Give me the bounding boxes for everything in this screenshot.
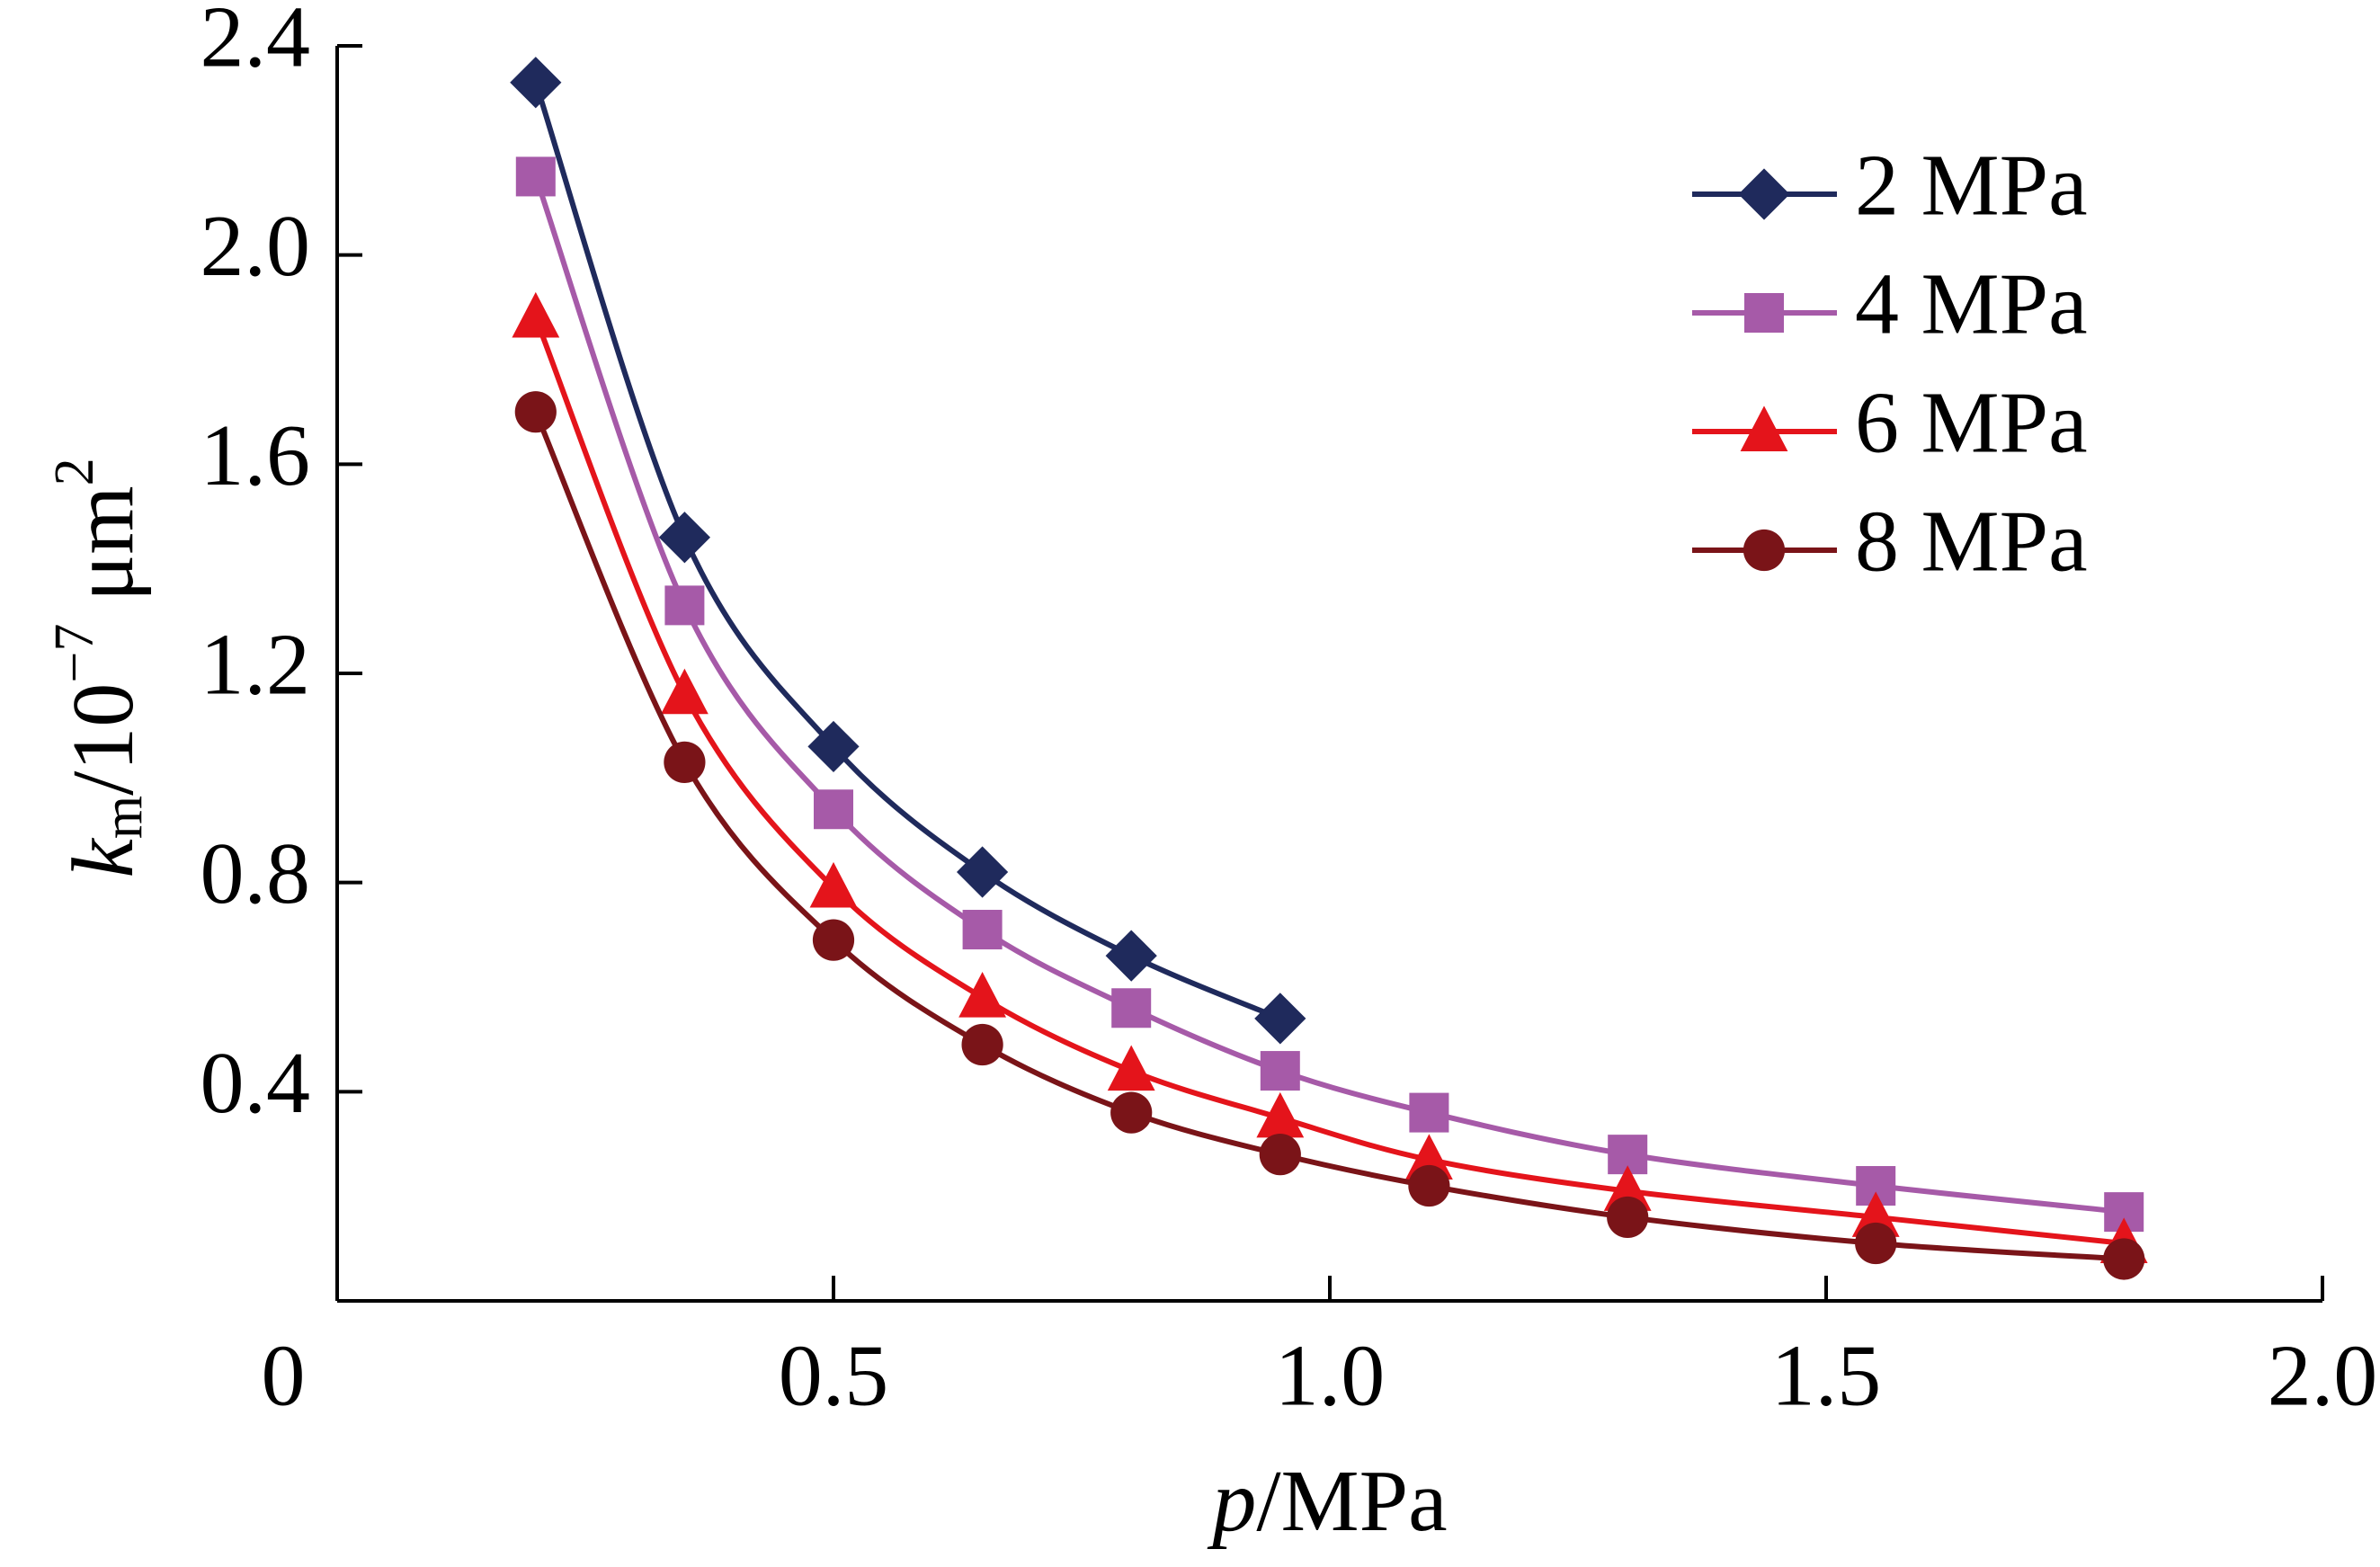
data-point xyxy=(1851,1191,1900,1237)
legend-label: 8 MPa xyxy=(1855,493,2088,590)
x-tick-label: 0 xyxy=(262,1327,306,1424)
data-point xyxy=(1405,1134,1453,1180)
series-line xyxy=(533,410,2125,1262)
data-point xyxy=(962,910,1003,950)
data-point xyxy=(1409,1092,1449,1133)
legend-label: 6 MPa xyxy=(1855,374,2088,471)
data-point xyxy=(1254,993,1306,1045)
y-tick-label: 2.4 xyxy=(201,0,311,85)
data-point xyxy=(514,391,557,433)
data-point xyxy=(812,919,855,961)
x-axis-label: p/MPa xyxy=(1207,1453,1447,1550)
data-point xyxy=(1111,988,1152,1028)
data-point xyxy=(664,741,706,783)
y-tick-label: 2.0 xyxy=(201,198,311,295)
data-point xyxy=(1105,930,1157,982)
y-axis-label-unit: μm xyxy=(55,485,152,623)
data-point xyxy=(664,585,705,626)
data-point xyxy=(807,720,860,773)
y-tick-label: 0.4 xyxy=(201,1035,311,1132)
data-point xyxy=(1855,1222,1897,1265)
y-tick-label: 1.2 xyxy=(201,616,311,713)
legend-label: 4 MPa xyxy=(1855,255,2088,352)
data-point xyxy=(512,291,560,338)
y-tick-label: 1.6 xyxy=(201,407,311,504)
data-point xyxy=(1607,1196,1649,1239)
data-point xyxy=(515,156,556,197)
legend-label: 2 MPa xyxy=(1855,137,2088,234)
data-point xyxy=(814,789,853,830)
x-tick-label: 1.5 xyxy=(1771,1327,1882,1424)
data-point xyxy=(958,972,1006,1018)
data-point xyxy=(1107,1045,1155,1091)
y-axis-label-var: k xyxy=(55,838,152,878)
data-point xyxy=(658,512,710,564)
data-point xyxy=(661,668,709,715)
x-tick-label: 2.0 xyxy=(2268,1327,2378,1424)
x-tick-label: 0.5 xyxy=(779,1327,889,1424)
y-axis-label-sup: −7 xyxy=(44,624,105,683)
series-line xyxy=(533,316,2125,1247)
legend-marker xyxy=(1738,168,1790,220)
y-tick-label: 0.8 xyxy=(201,825,311,922)
data-point xyxy=(1259,1134,1301,1176)
x-tick-label: 1.0 xyxy=(1275,1327,1386,1424)
data-point xyxy=(2103,1238,2145,1280)
legend-marker xyxy=(1744,293,1784,333)
data-point xyxy=(1603,1165,1652,1211)
y-axis-label-sup: 2 xyxy=(44,458,105,485)
data-point xyxy=(1260,1051,1300,1091)
data-point xyxy=(1110,1091,1153,1134)
data-point xyxy=(809,861,858,908)
y-axis-label-sub: m xyxy=(93,796,154,839)
data-point xyxy=(1408,1164,1450,1207)
data-point xyxy=(961,1023,1003,1066)
series-line xyxy=(532,175,2125,1215)
y-axis-label: km/10−7 μm2 xyxy=(44,458,154,877)
legend-marker xyxy=(1740,405,1788,451)
data-point xyxy=(510,57,562,109)
y-axis-label-mid: /10 xyxy=(55,683,152,796)
x-axis-label-var: p xyxy=(1207,1453,1256,1550)
data-point xyxy=(1256,1091,1305,1138)
data-point xyxy=(957,846,1009,898)
x-axis-label-unit: /MPa xyxy=(1256,1453,1447,1550)
legend-marker xyxy=(1743,529,1786,572)
